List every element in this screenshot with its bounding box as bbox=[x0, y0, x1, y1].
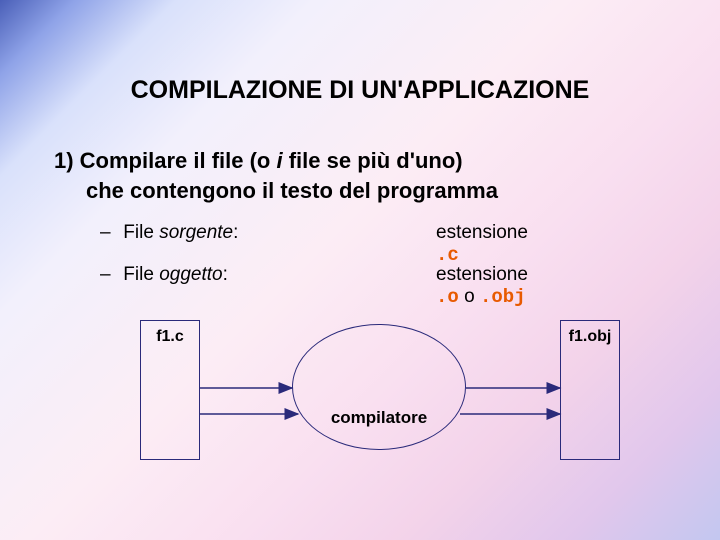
bullet-extension: estensione .o o .obj bbox=[436, 264, 528, 308]
slide: COMPILAZIONE DI UN'APPLICAZIONE 1) Compi… bbox=[0, 0, 720, 540]
bullet-label: File oggetto: bbox=[123, 264, 228, 285]
compiler-diagram: f1.c compilatore f1.obj bbox=[0, 310, 720, 510]
bullet-dash: – bbox=[100, 222, 118, 244]
bullet-dash: – bbox=[100, 264, 118, 286]
heading-line-1: 1) Compilare il file (o i file se più d'… bbox=[54, 148, 463, 174]
extension-code: .c bbox=[436, 244, 459, 266]
bullet-object: – File oggetto: estensione .o o .obj bbox=[100, 264, 228, 286]
extension-code: .obj bbox=[480, 286, 526, 308]
arrows-svg bbox=[0, 310, 720, 510]
bullet-extension: estensione .c bbox=[436, 222, 528, 266]
heading-text: file se più d'uno) bbox=[283, 148, 463, 173]
slide-title: COMPILAZIONE DI UN'APPLICAZIONE bbox=[0, 76, 720, 105]
bullet-label: File sorgente: bbox=[123, 222, 238, 243]
extension-code: .o bbox=[436, 286, 459, 308]
heading-line-2: che contengono il testo del programma bbox=[86, 178, 498, 204]
heading-text: 1) Compilare il file (o bbox=[54, 148, 276, 173]
bullet-source: – File sorgente: estensione .c bbox=[100, 222, 238, 244]
